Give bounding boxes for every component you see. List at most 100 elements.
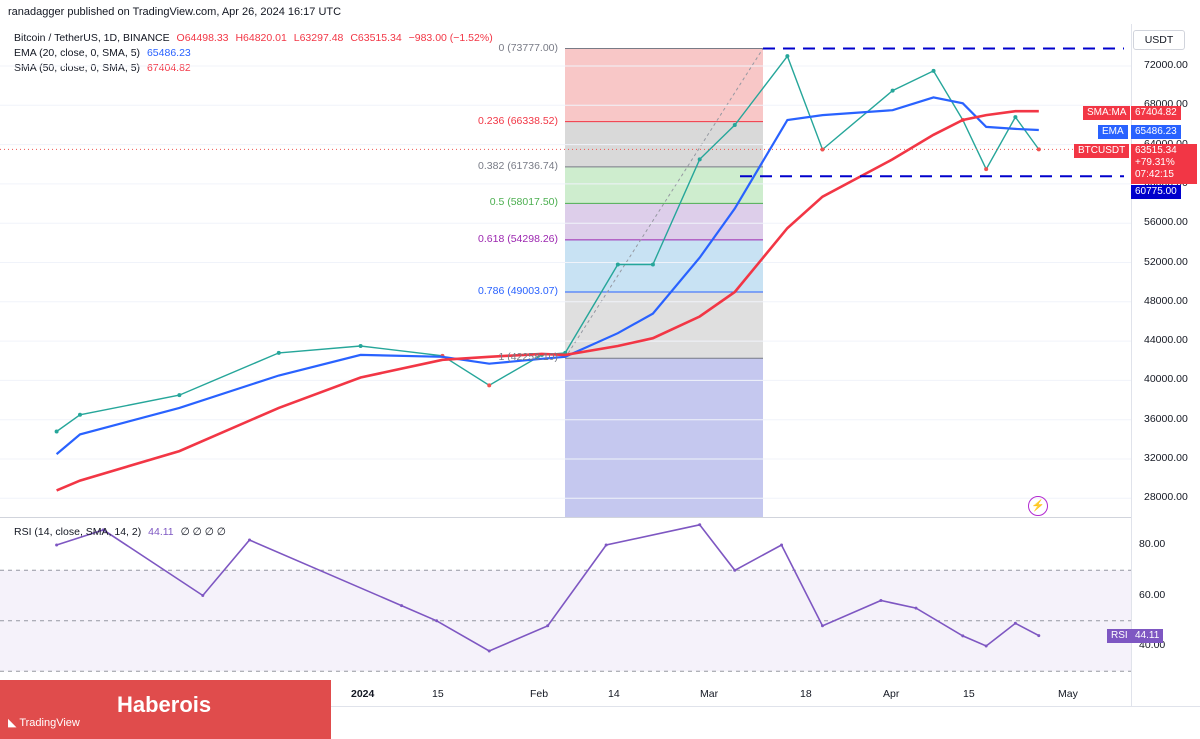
rsi-legend: RSI (14, close, SMA, 14, 2) 44.11 ∅ ∅ ∅ … <box>14 526 230 538</box>
time-tick-label: Feb <box>530 688 549 700</box>
time-tick-label: May <box>1058 688 1078 700</box>
price-line-point <box>487 383 492 388</box>
rsi-tick-label: 80.00 <box>1139 538 1166 550</box>
rsi-point <box>101 528 105 532</box>
fib-zone <box>565 291 763 359</box>
last-price: 63515.34 <box>1135 145 1177 156</box>
tv-logo-icon: ◣ <box>8 717 17 729</box>
series-lines <box>54 54 1041 492</box>
price-line-point <box>615 262 620 267</box>
percent-change: +79.31% <box>1135 157 1175 168</box>
sma-legend-value: 67404.82 <box>146 62 191 74</box>
rsi-legend-extras: ∅ ∅ ∅ ∅ <box>180 526 226 538</box>
ohlc-change: −983.00 (−1.52%) <box>408 32 493 44</box>
publisher-line: ranadagger published on TradingView.com,… <box>8 6 342 18</box>
fib-label: 0.236 (66338.52) <box>478 114 558 127</box>
rsi-point <box>546 624 550 628</box>
symbol-legend: Bitcoin / TetherUS, 1D, BINANCE O64498.3… <box>14 32 497 44</box>
rsi-point <box>55 543 59 547</box>
fib-zone <box>565 203 763 240</box>
time-tick-label: Mar <box>700 688 719 700</box>
rsi-legend-title: RSI (14, close, SMA, 14, 2) <box>14 526 142 538</box>
fib-label: 0 (73777.00) <box>498 41 558 54</box>
rsi-point <box>1037 634 1041 638</box>
price-line-point <box>78 412 82 417</box>
time-tick-label: 15 <box>963 688 975 700</box>
rsi-point <box>435 619 439 623</box>
price-line-point <box>984 167 989 172</box>
fib-label: 1 (42258.10) <box>498 351 558 364</box>
price-line-point <box>54 429 59 434</box>
rsi-point <box>961 634 965 638</box>
ema-legend-label: EMA (20, close, 0, SMA, 5) <box>14 47 141 59</box>
ema-line <box>55 96 1039 455</box>
rsi-point <box>1013 621 1017 625</box>
rsi-axis-label: RSI <box>1107 629 1132 643</box>
tradingview-logo: ◣ TradingView <box>8 716 80 729</box>
fib-label: 0.5 (58017.50) <box>489 196 558 209</box>
rsi-tick-label: 60.00 <box>1139 588 1166 601</box>
brand-banner <box>0 680 331 739</box>
sma-legend: SMA (50, close, 0, SMA, 5) 67404.82 <box>14 62 195 74</box>
fib-label: 0.382 (61736.74) <box>478 159 558 172</box>
ema-axis-value: 65486.23 <box>1131 125 1181 139</box>
price-tick-label: 36000.00 <box>1144 412 1188 425</box>
price-line-point <box>732 122 737 127</box>
time-tick-label: Apr <box>883 688 900 700</box>
rsi-pane <box>0 523 1131 672</box>
price-line-point <box>785 54 790 59</box>
rsi-point <box>780 543 784 547</box>
support-axis-value: 60775.00 <box>1131 185 1181 199</box>
rsi-point <box>914 606 918 610</box>
time-tick-label: 18 <box>800 688 812 700</box>
price-tick-label: 72000.00 <box>1144 59 1188 71</box>
bar-countdown: 07:42:15 <box>1135 169 1174 180</box>
rsi-point <box>248 538 252 542</box>
last-price-box: 63515.34 +79.31% 07:42:15 <box>1131 144 1197 184</box>
rsi-point <box>879 599 883 603</box>
sma-axis-value: 67404.82 <box>1131 106 1181 120</box>
time-axis-border <box>0 706 1200 707</box>
price-tick-label: 52000.00 <box>1144 255 1188 268</box>
rsi-point <box>604 543 608 547</box>
price-line-point <box>820 147 825 152</box>
symbol-name: Bitcoin / TetherUS, 1D, BINANCE <box>14 32 170 44</box>
price-line-point <box>697 157 702 162</box>
ema-axis-label: EMA <box>1098 125 1128 139</box>
ema-legend-value: 65486.23 <box>146 47 191 59</box>
lightning-icon[interactable]: ⚡ <box>1028 496 1048 516</box>
price-line-point <box>177 393 182 398</box>
fib-zone <box>565 166 763 204</box>
sma-axis-label: SMA:MA <box>1083 106 1131 120</box>
ohlc-high: H64820.01 <box>235 32 287 44</box>
rsi-band-fill <box>0 570 1131 672</box>
fib-label: 0.618 (54298.26) <box>478 232 558 245</box>
price-line-point <box>358 344 363 349</box>
rsi-legend-value: 44.11 <box>148 526 174 538</box>
support-resistance-lines <box>0 47 1131 178</box>
price-line-point <box>650 262 655 267</box>
pane-divider <box>0 517 1131 518</box>
time-tick-label: 14 <box>608 688 620 700</box>
currency-selector[interactable]: USDT <box>1133 30 1185 50</box>
rsi-point <box>733 568 737 572</box>
rsi-point <box>984 644 988 648</box>
price-tick-label: 48000.00 <box>1144 294 1188 307</box>
price-line-point <box>931 68 936 73</box>
price-line-point <box>1036 147 1041 152</box>
ema-legend: EMA (20, close, 0, SMA, 5) 65486.23 <box>14 47 195 59</box>
price-tick-label: 56000.00 <box>1144 216 1188 229</box>
ohlc-low: L63297.48 <box>293 32 344 44</box>
rsi-point <box>400 604 404 608</box>
time-tick-label: 15 <box>432 688 444 700</box>
fib-zone <box>565 358 763 517</box>
fib-label: 0.786 (49003.07) <box>478 284 558 297</box>
brand-name: Haberois <box>117 692 212 717</box>
fib-retracement-zones <box>564 48 764 517</box>
price-tick-label: 32000.00 <box>1144 452 1188 464</box>
rsi-point <box>698 523 702 527</box>
rsi-point <box>820 624 824 628</box>
price-line-point <box>276 350 281 355</box>
rsi-axis-value: 44.11 <box>1131 629 1164 643</box>
